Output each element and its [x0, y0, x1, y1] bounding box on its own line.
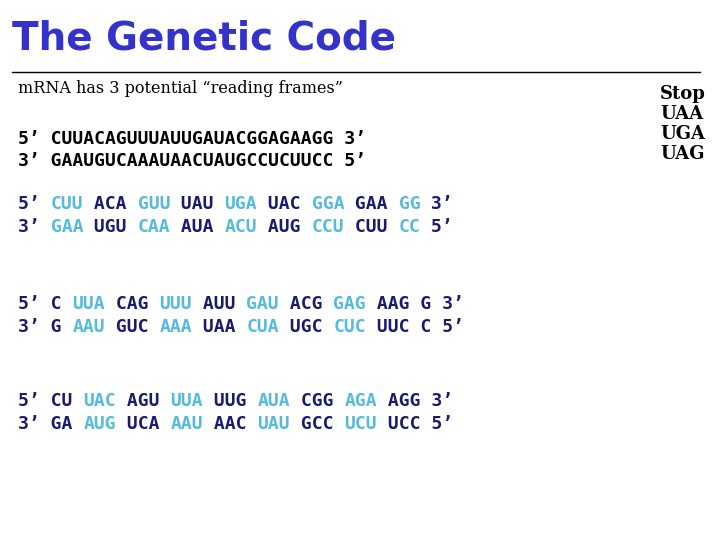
Text: UUA: UUA: [73, 295, 105, 313]
Text: mRNA has 3 potential “reading frames”: mRNA has 3 potential “reading frames”: [18, 80, 343, 97]
Text: CCU: CCU: [312, 218, 344, 236]
Text: CUU: CUU: [344, 218, 399, 236]
Text: AGA: AGA: [344, 392, 377, 410]
Text: GAA: GAA: [344, 195, 399, 213]
Text: ACA: ACA: [84, 195, 138, 213]
Text: GGA: GGA: [312, 195, 344, 213]
Text: AAU: AAU: [170, 415, 203, 433]
Text: CUC: CUC: [333, 318, 366, 336]
Text: The Genetic Code: The Genetic Code: [12, 20, 396, 58]
Text: UAU: UAU: [257, 415, 290, 433]
Text: UGA: UGA: [225, 195, 257, 213]
Text: UCC 5’: UCC 5’: [377, 415, 453, 433]
Text: UUA: UUA: [170, 392, 203, 410]
Text: ACG: ACG: [279, 295, 333, 313]
Text: AAC: AAC: [203, 415, 257, 433]
Text: Stop: Stop: [660, 85, 706, 103]
Text: UUG: UUG: [203, 392, 257, 410]
Text: 5’ CUUACAGUUUAUUGAUACGGAGAAGG 3’: 5’ CUUACAGUUUAUUGAUACGGAGAAGG 3’: [18, 130, 366, 148]
Text: UCA: UCA: [116, 415, 170, 433]
Text: AUG: AUG: [257, 218, 312, 236]
Text: UAC: UAC: [84, 392, 116, 410]
Text: AAU: AAU: [73, 318, 105, 336]
Text: UAU: UAU: [170, 195, 225, 213]
Text: CGG: CGG: [290, 392, 344, 410]
Text: ACU: ACU: [225, 218, 257, 236]
Text: GUC: GUC: [105, 318, 159, 336]
Text: UUC C 5’: UUC C 5’: [366, 318, 464, 336]
Text: GAA: GAA: [50, 218, 84, 236]
Text: UGU: UGU: [84, 218, 138, 236]
Text: UAC: UAC: [257, 195, 312, 213]
Text: 3’: 3’: [18, 218, 50, 236]
Text: UAA: UAA: [660, 105, 703, 123]
Text: UCU: UCU: [344, 415, 377, 433]
Text: UAA: UAA: [192, 318, 246, 336]
Text: GAG: GAG: [333, 295, 366, 313]
Text: GAU: GAU: [246, 295, 279, 313]
Text: AAA: AAA: [159, 318, 192, 336]
Text: UUU: UUU: [159, 295, 192, 313]
Text: CAA: CAA: [138, 218, 170, 236]
Text: GUU: GUU: [138, 195, 170, 213]
Text: UGA: UGA: [660, 125, 705, 143]
Text: AUG: AUG: [84, 415, 116, 433]
Text: CUU: CUU: [50, 195, 84, 213]
Text: CUA: CUA: [246, 318, 279, 336]
Text: UAG: UAG: [660, 145, 704, 163]
Text: UGC: UGC: [279, 318, 333, 336]
Text: 5’: 5’: [420, 218, 453, 236]
Text: AUU: AUU: [192, 295, 246, 313]
Text: CC: CC: [399, 218, 420, 236]
Text: 3’: 3’: [420, 195, 453, 213]
Text: 3’ G: 3’ G: [18, 318, 73, 336]
Text: CAG: CAG: [105, 295, 159, 313]
Text: GG: GG: [399, 195, 420, 213]
Text: 3’ GA: 3’ GA: [18, 415, 84, 433]
Text: 5’ CU: 5’ CU: [18, 392, 84, 410]
Text: AUA: AUA: [257, 392, 290, 410]
Text: AGG 3’: AGG 3’: [377, 392, 453, 410]
Text: GCC: GCC: [290, 415, 344, 433]
Text: AAG G 3’: AAG G 3’: [366, 295, 464, 313]
Text: 5’ C: 5’ C: [18, 295, 73, 313]
Text: AUA: AUA: [170, 218, 225, 236]
Text: 3’ GAAUGUCAAAUAACUAUGCCUCUUCC 5’: 3’ GAAUGUCAAAUAACUAUGCCUCUUCC 5’: [18, 152, 366, 170]
Text: AGU: AGU: [116, 392, 170, 410]
Text: 5’: 5’: [18, 195, 50, 213]
